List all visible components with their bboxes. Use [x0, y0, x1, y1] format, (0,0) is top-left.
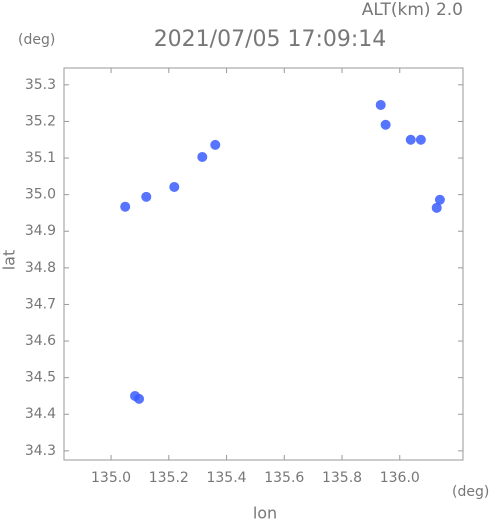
y-tick-label: 34.4 [25, 406, 56, 422]
echo-point [141, 191, 152, 202]
echo-point [210, 139, 221, 150]
y-tick-label: 35.3 [25, 77, 56, 93]
altitude-label: ALT(km) 2.0 [362, 0, 463, 20]
x-tick-label: 135.4 [206, 470, 246, 486]
y-tick-label: 34.3 [25, 443, 56, 459]
y-tick-label: 35.0 [25, 187, 56, 203]
x-tick-label: 136.0 [380, 470, 420, 486]
x-tick-label: 135.2 [149, 470, 189, 486]
echo-point [134, 393, 145, 404]
y-tick-label: 35.2 [25, 113, 56, 129]
chart-title: 2021/07/05 17:09:14 [154, 27, 387, 52]
x-tick-label: 135.8 [322, 470, 362, 486]
y-tick-label: 35.1 [25, 150, 56, 166]
echo-point [431, 202, 442, 213]
y-unit: (deg) [18, 32, 55, 48]
y-tick-label: 34.5 [25, 370, 56, 386]
echo-point [434, 194, 445, 205]
y-axis-label: lat [0, 250, 19, 271]
echo-point [380, 119, 391, 130]
echo-point [120, 201, 131, 212]
x-unit: (deg) [452, 484, 489, 500]
y-tick-label: 34.7 [25, 296, 56, 312]
y-tick-label: 34.8 [25, 260, 56, 276]
echo-point [197, 151, 208, 162]
y-tick-label: 34.6 [25, 333, 56, 349]
plot-frame [63, 67, 464, 461]
x-tick-label: 135.6 [264, 470, 304, 486]
x-axis-label: lon [253, 504, 277, 521]
echo-point [415, 134, 426, 145]
x-tick-label: 135.0 [91, 470, 131, 486]
echo-point [169, 181, 180, 192]
y-tick-label: 34.9 [25, 223, 56, 239]
echo-point [375, 99, 386, 110]
echo-point [405, 134, 416, 145]
